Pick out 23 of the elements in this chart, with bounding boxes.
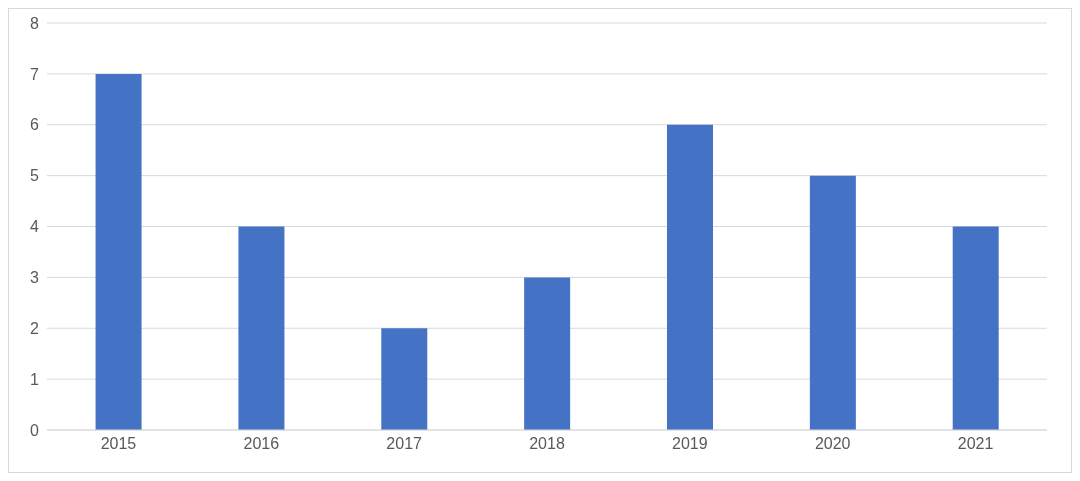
y-tick-label: 1 (30, 370, 40, 388)
x-tick-label: 2020 (814, 435, 851, 453)
bar (381, 328, 428, 430)
y-tick-label: 6 (30, 116, 40, 134)
bar (809, 175, 856, 430)
y-tick-label: 2 (30, 319, 40, 337)
x-tick-label: 2016 (243, 435, 280, 453)
x-tick-label: 2019 (672, 435, 708, 453)
x-tick-label: 2017 (386, 435, 423, 453)
bar (524, 277, 571, 430)
x-tick-label: 2021 (957, 435, 994, 453)
y-tick-label: 4 (30, 218, 40, 236)
y-tick-label: 0 (30, 421, 40, 439)
y-tick-label: 8 (30, 14, 40, 32)
x-tick-label: 2015 (100, 435, 137, 453)
bar (238, 226, 285, 430)
y-tick-label: 3 (30, 269, 40, 287)
bar (95, 73, 142, 430)
x-tick-label: 2018 (529, 435, 565, 453)
y-tick-label: 5 (30, 167, 40, 185)
bar (667, 124, 713, 430)
y-tick-label: 7 (30, 65, 40, 83)
bar (952, 226, 999, 430)
